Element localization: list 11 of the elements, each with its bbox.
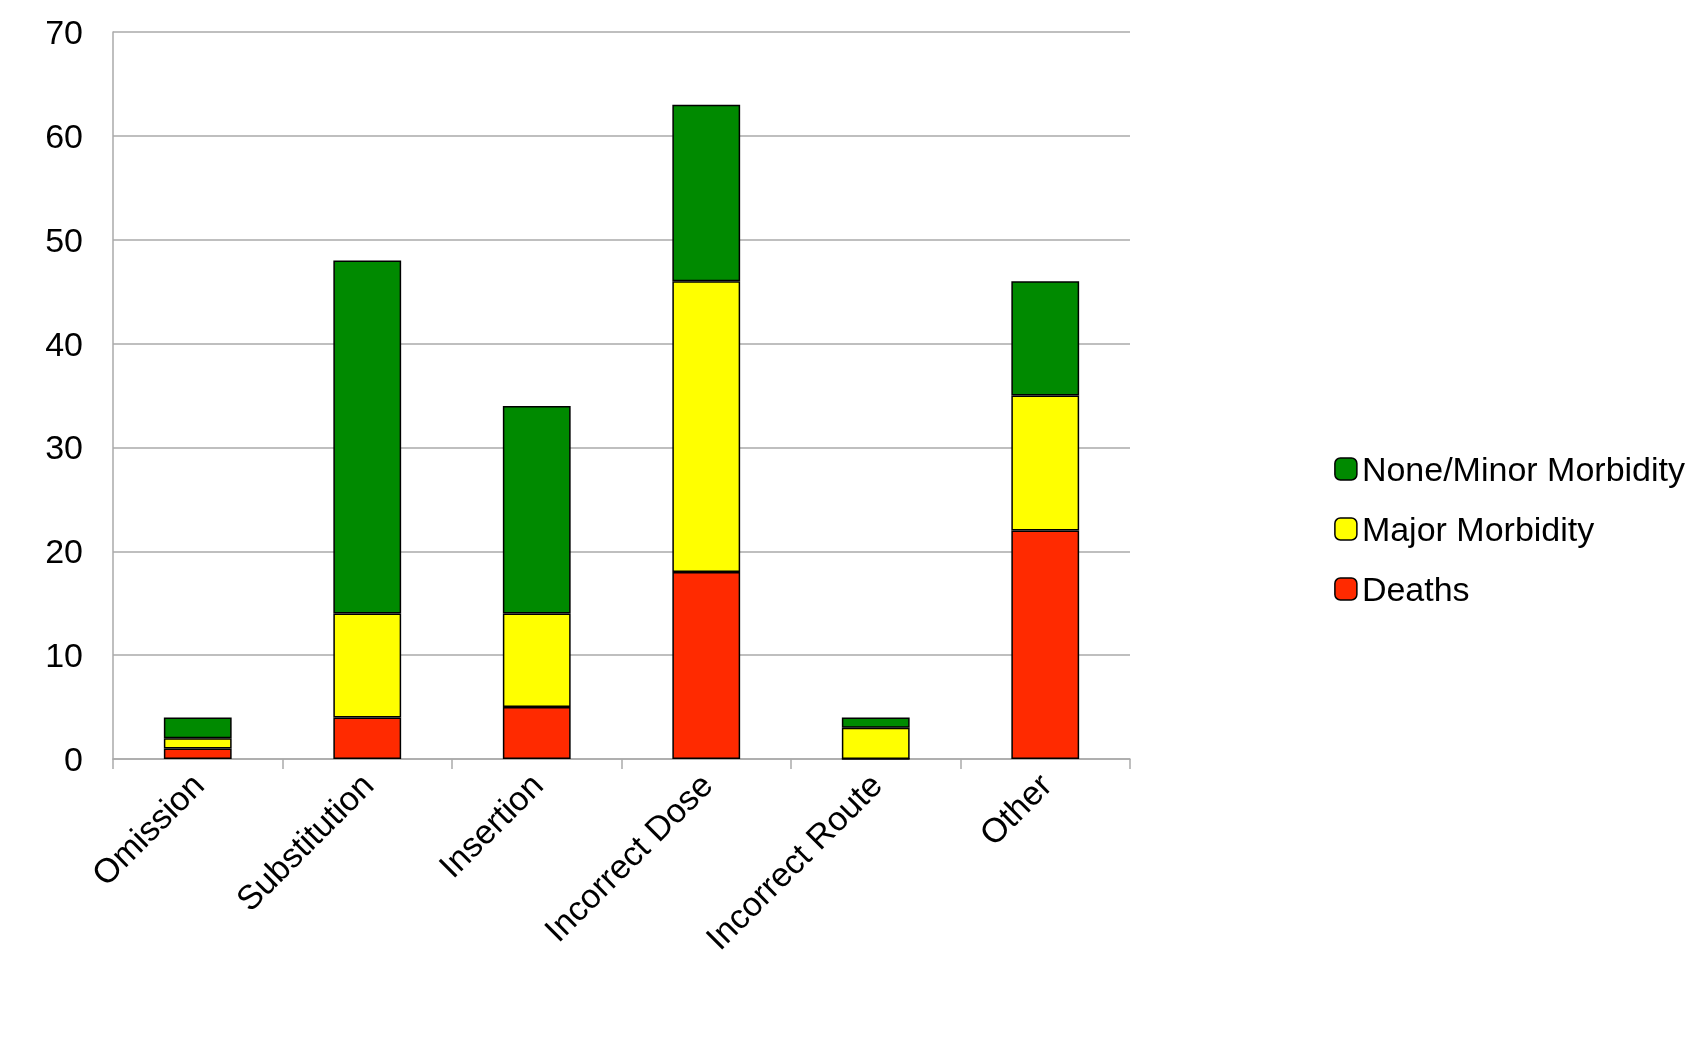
y-tick-label: 30: [45, 428, 83, 467]
legend-label: None/Minor Morbidity: [1361, 450, 1686, 488]
y-tick-label: 60: [45, 116, 83, 155]
legend-label: Deaths: [1361, 570, 1470, 608]
y-tick-label: 20: [45, 532, 83, 571]
legend-label: Major Morbidity: [1361, 510, 1595, 548]
y-tick-label: 40: [45, 324, 83, 363]
y-tick-label: 50: [45, 220, 83, 259]
y-tick-label: 10: [45, 636, 83, 675]
y-tick-label: 70: [45, 13, 83, 51]
y-tick-label: 0: [64, 740, 83, 778]
